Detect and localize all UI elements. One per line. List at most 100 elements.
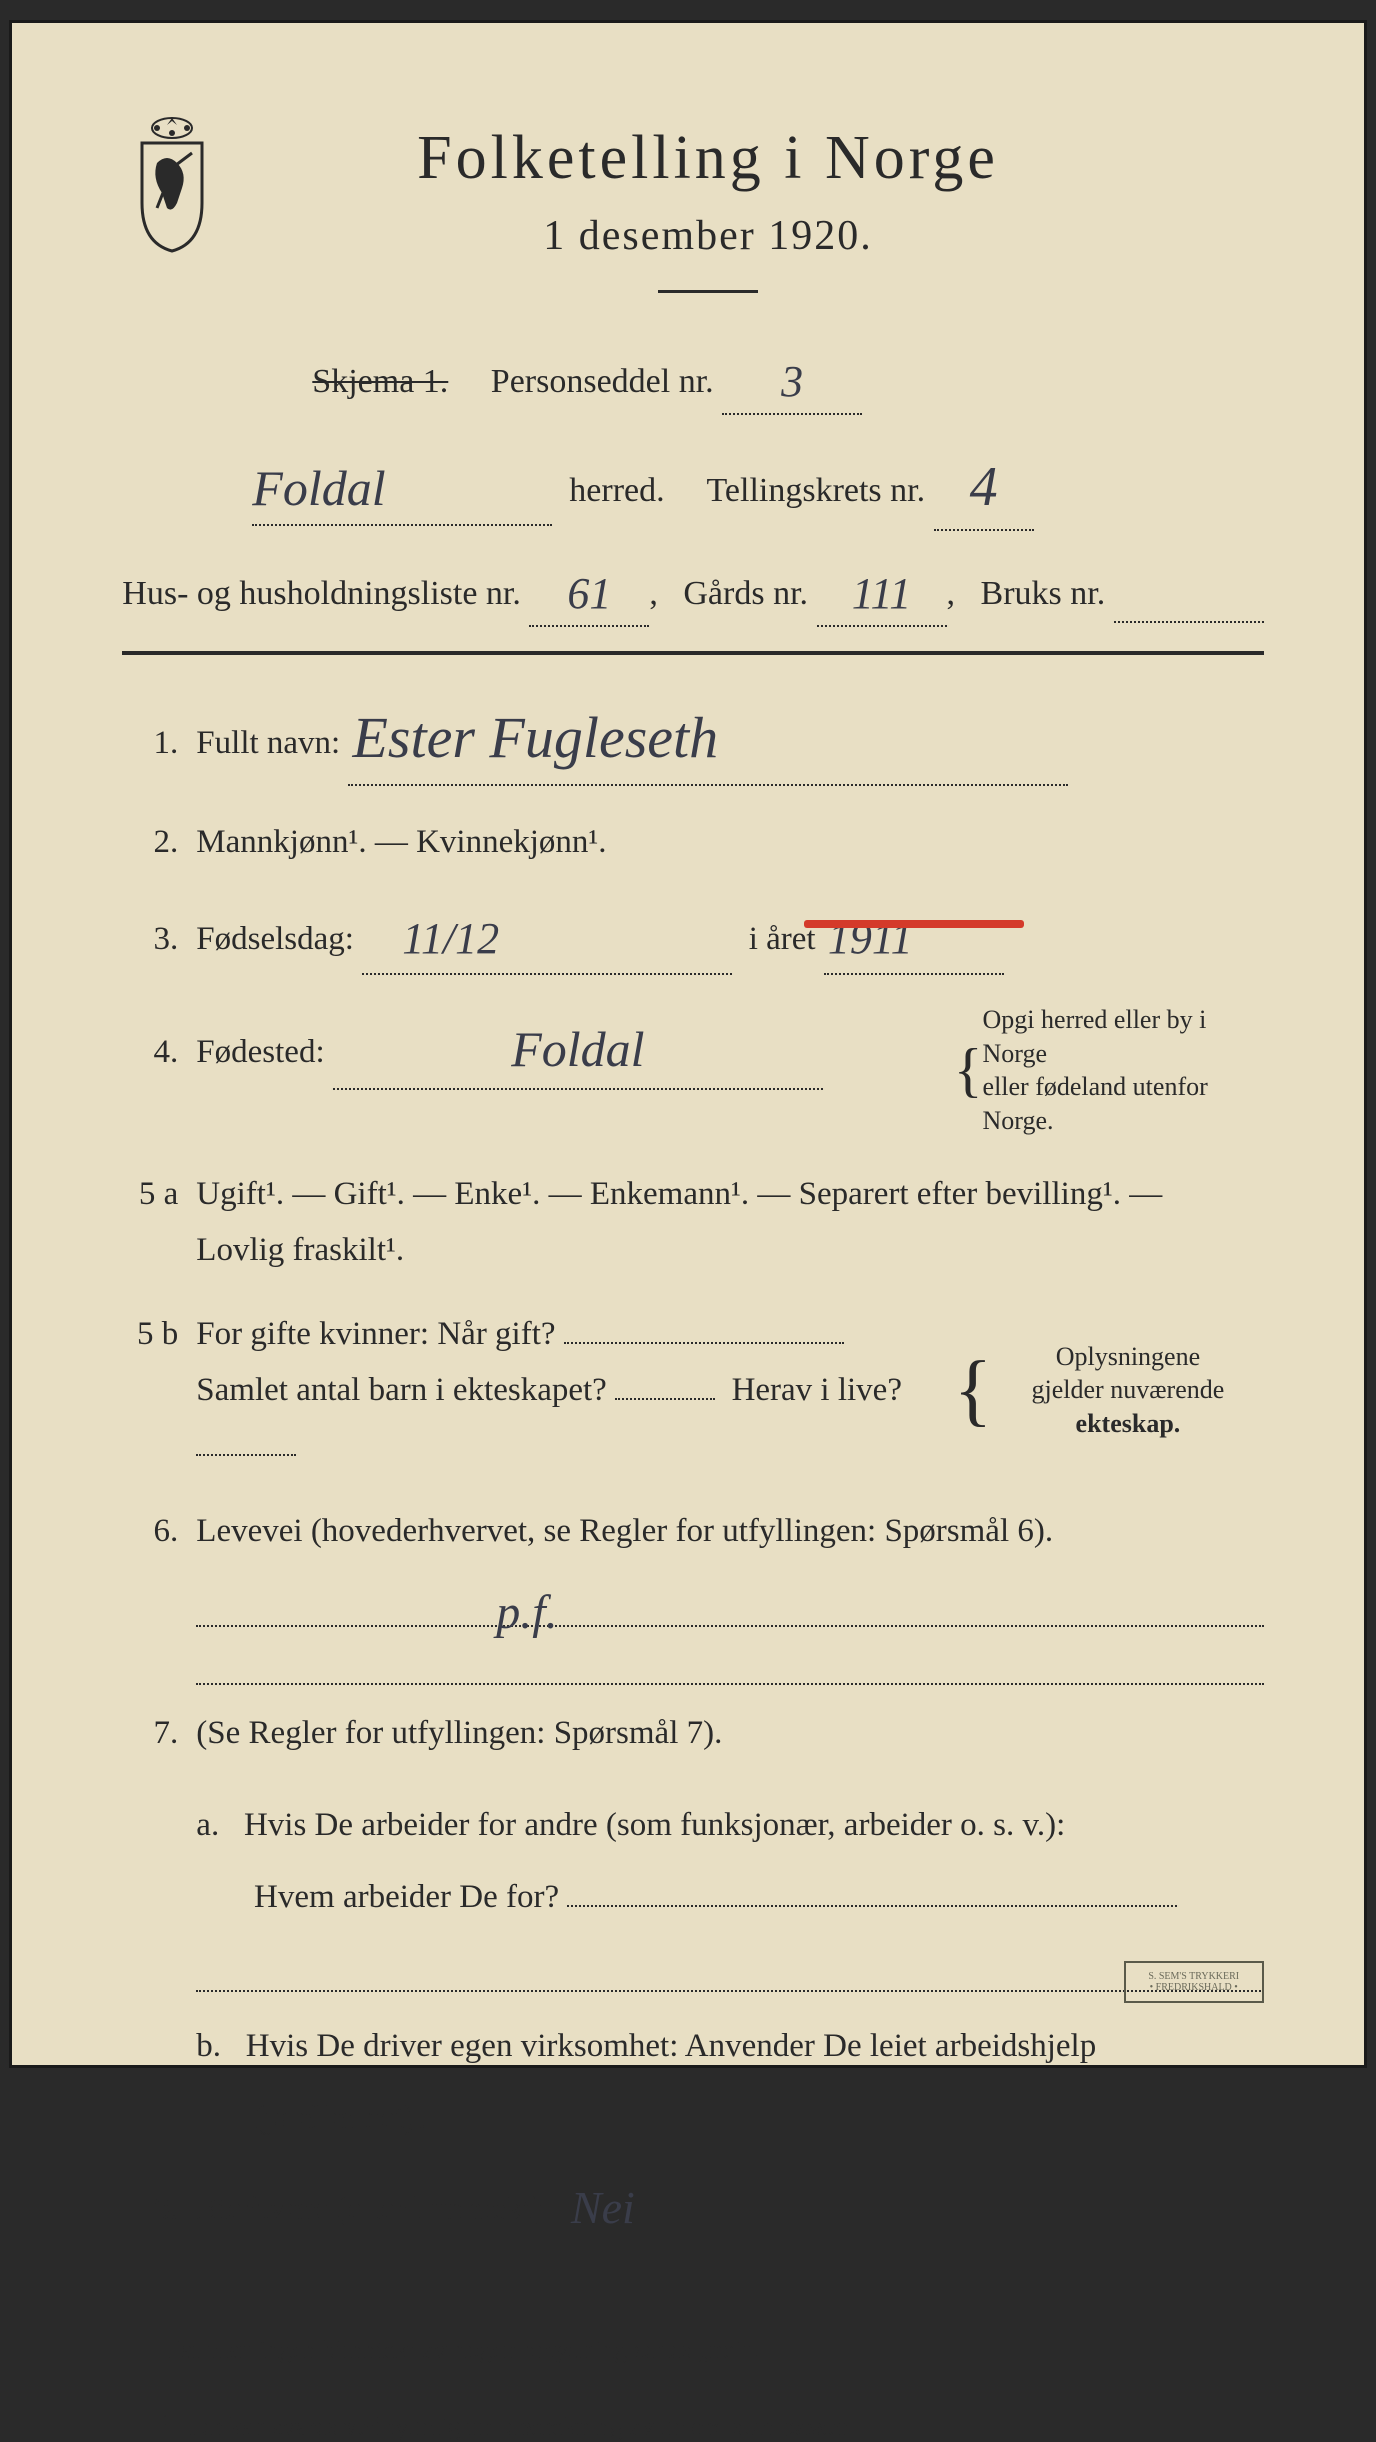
q8-label: Bierhverv (eller biinntekt) [196, 2191, 542, 2227]
q6-value: p.f. [496, 1585, 557, 1640]
q3-date-value: 11/12 [402, 902, 499, 977]
q4-note2: eller fødeland utenfor Norge. [983, 1072, 1208, 1135]
q5b-live-field [196, 1454, 296, 1456]
q7b-field [438, 2126, 1208, 2128]
husliste-label: Hus- og husholdningsliste nr. [122, 575, 521, 612]
bruks-label: Bruks nr. [981, 575, 1106, 612]
q3-label: Fødselsdag: [196, 921, 354, 957]
footer-note: Har man ingen biinntekt av nogen betydni… [122, 2335, 1263, 2365]
q7b-block: b. Hvis De driver egen virksomhet: Anven… [122, 2010, 1263, 2155]
husliste-line: Hus- og husholdningsliste nr. 61 , Gårds… [122, 555, 1263, 627]
q8-row: 8. Bierhverv (eller biinntekt) Nei [122, 2165, 1263, 2245]
q7-num: 7. [122, 1715, 178, 1752]
herred-value: Foldal [252, 448, 385, 528]
brace-icon: { [954, 1043, 983, 1097]
personseddel-label: Personseddel nr. [491, 363, 714, 400]
gaards-field: 111 [817, 555, 947, 627]
husliste-value: 61 [567, 559, 611, 629]
printer-stamp: S. SEM'S TRYKKERI • FREDRIKSHALD • [1124, 1961, 1264, 2003]
tellingskrets-field: 4 [934, 439, 1034, 531]
q6-text: Levevei (hovederhvervet, se Regler for u… [196, 1503, 1263, 1559]
q5b-note3: ekteskap. [1076, 1409, 1181, 1438]
footnote-line: 1 Her kan svares ved tydelig understrekn… [122, 2412, 1263, 2442]
q7a-line1: Hvis De arbeider for andre (som funksjon… [244, 1807, 1065, 1843]
q5b-line1a: For gifte kvinner: Når gift? [196, 1316, 555, 1352]
q6-row: 6. Levevei (hovederhvervet, se Regler fo… [122, 1503, 1263, 1559]
red-strike-mark [804, 920, 1024, 928]
q6-answer-line2 [196, 1645, 1263, 1685]
q3-year-value: 1911 [828, 902, 913, 977]
q4-row: 4. Fødested: Foldal { Opgi herred eller … [122, 1003, 1263, 1138]
skjema-line: Skjema 1. Personseddel nr. 3 [122, 343, 1263, 415]
q7b-line1: Hvis De driver egen virksomhet: Anvender… [246, 2028, 1096, 2064]
q6-num: 6. [122, 1513, 178, 1550]
brace-icon: { [954, 1354, 992, 1426]
q7a-num: a. [196, 1807, 219, 1843]
q4-num: 4. [122, 1034, 178, 1071]
tellingskrets-label: Tellingskrets nr. [707, 472, 926, 509]
q2-row: 2. Mannkjønn¹. — Kvinnekjønn¹. [122, 814, 1263, 870]
q5b-num: 5 b [122, 1316, 178, 1353]
census-form-page: Folketelling i Norge 1 desember 1920. Sk… [9, 20, 1366, 2068]
q5b-row: 5 b For gifte kvinner: Når gift? Samlet … [122, 1306, 1263, 1474]
coat-of-arms-icon [122, 113, 222, 253]
q5b-note2: gjelder nuværende [1032, 1375, 1225, 1404]
section-divider [122, 651, 1263, 655]
q4-value: Foldal [511, 1007, 644, 1092]
q7a-answer-line [196, 1952, 1263, 1992]
q7a-field [567, 1905, 1177, 1907]
bruks-field [1114, 567, 1264, 623]
q8-field: Nei [551, 2165, 1111, 2245]
personseddel-value: 3 [781, 347, 803, 417]
q5b-line2b: Herav i live? [732, 1372, 902, 1408]
q7b-num: b. [196, 2028, 221, 2064]
gaards-label: Gårds nr. [683, 575, 808, 612]
title-divider [658, 290, 758, 293]
q3-date-field: 11/12 [362, 898, 732, 975]
q7a-block: a. Hvis De arbeider for andre (som funks… [122, 1789, 1263, 1934]
q8-value: Nei [571, 2169, 635, 2247]
q3-year-field: 1911 [824, 898, 1004, 975]
q4-field: Foldal [333, 1003, 823, 1090]
herred-label: herred. [569, 472, 664, 509]
footnote-num: 1 [162, 2413, 170, 2430]
q5b-line2a: Samlet antal barn i ekteskapet? [196, 1372, 607, 1408]
q7-row: 7. (Se Regler for utfyllingen: Spørsmål … [122, 1705, 1263, 1761]
q5a-num: 5 a [122, 1176, 178, 1213]
footnote-divider [122, 2395, 322, 2396]
q1-value: Ester Fugleseth [352, 689, 718, 788]
q2-text: Mannkjønn¹. — Kvinnekjønn¹. [196, 814, 1263, 870]
q1-row: 1. Fullt navn: Ester Fugleseth [122, 685, 1263, 786]
q7b-line2: (ja eller nei)? [254, 2100, 430, 2136]
q6-answer-line1: p.f. [196, 1587, 1263, 1627]
gaards-value: 111 [852, 559, 911, 629]
header: Folketelling i Norge 1 desember 1920. [122, 123, 1263, 293]
tellingskrets-value: 4 [970, 443, 998, 533]
stamp-line2: • FREDRIKSHALD • [1150, 1982, 1238, 1993]
q1-field: Ester Fugleseth [348, 685, 1068, 786]
herred-line: Foldal herred. Tellingskrets nr. 4 [122, 439, 1263, 531]
q8-num: 8. [122, 2191, 178, 2228]
q5b-barn-field [615, 1398, 715, 1400]
q2-num: 2. [122, 824, 178, 861]
q5b-gift-field [564, 1342, 844, 1344]
q5a-line2: Lovlig fraskilt¹. [196, 1232, 404, 1268]
skjema-label: Skjema 1. [312, 363, 448, 400]
q4-label: Fødested: [196, 1034, 324, 1070]
q8-answer-line [196, 2275, 1263, 2315]
q1-label: Fullt navn: [196, 725, 340, 761]
q4-note1: Opgi herred eller by i Norge [983, 1005, 1207, 1068]
stamp-line1: S. SEM'S TRYKKERI [1148, 1971, 1239, 1982]
q3-row: 3. Fødselsdag: 11/12 i året 1911 [122, 898, 1263, 975]
title-block: Folketelling i Norge 1 desember 1920. [252, 123, 1263, 293]
q5a-text: Ugift¹. — Gift¹. — Enke¹. — Enkemann¹. —… [196, 1176, 1162, 1212]
q7-text: (Se Regler for utfyllingen: Spørsmål 7). [196, 1705, 1263, 1761]
husliste-field: 61 [529, 555, 649, 627]
page-subtitle: 1 desember 1920. [252, 212, 1163, 260]
q5b-note1: Oplysningene [1056, 1342, 1200, 1371]
q1-num: 1. [122, 725, 178, 762]
footnote-text: Her kan svares ved tydelig understreknin… [183, 2412, 852, 2441]
q7a-line2: Hvem arbeider De for? [254, 1879, 559, 1915]
personseddel-field: 3 [722, 343, 862, 415]
q5a-row: 5 a Ugift¹. — Gift¹. — Enke¹. — Enkemann… [122, 1166, 1263, 1278]
